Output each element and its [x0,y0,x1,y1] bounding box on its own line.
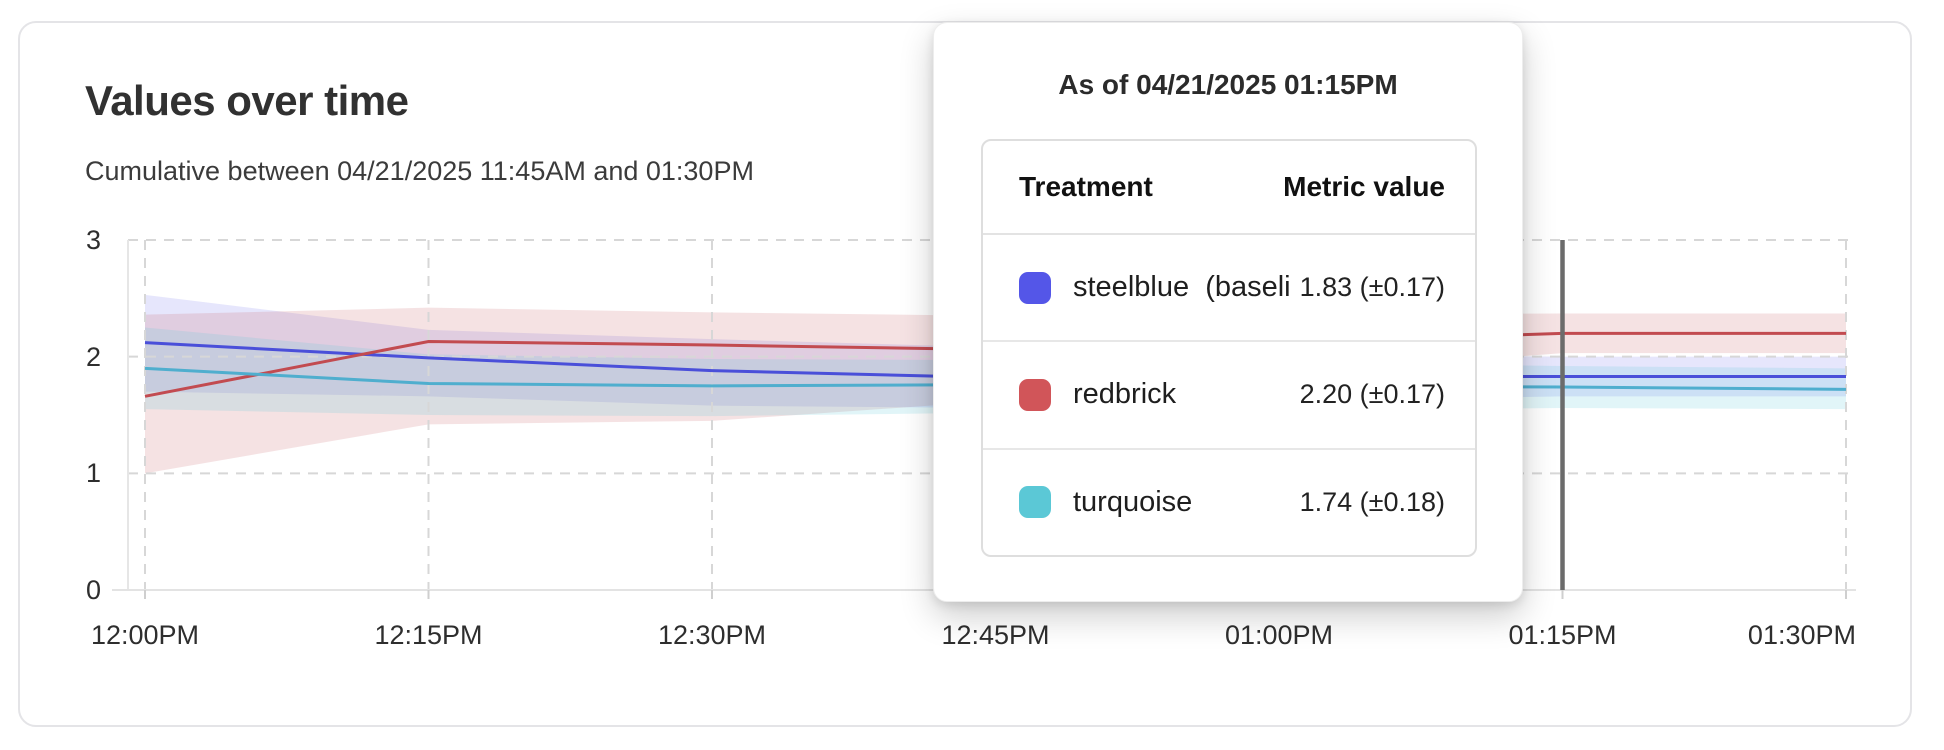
x-tick-label: 01:00PM [1224,620,1334,650]
page-title: Values over time [85,77,409,124]
x-tick-label: 12:15PM [374,620,483,650]
table-row: steelblue (baseli 1.83 (±0.17) [983,235,1475,343]
tooltip-title: As of 04/21/2025 01:15PM [1058,69,1398,100]
tooltip-table-header: Treatment Metric value [983,141,1475,235]
y-tick-label: 2 [85,341,101,372]
series-label: turquoise [1073,485,1193,518]
x-tick-label: 12:00PM [90,620,200,650]
series-metric-value: 2.20 (±0.17) [1299,379,1445,410]
table-row: turquoise 1.74 (±0.18) [983,450,1475,555]
tooltip-table: Treatment Metric value steelblue (baseli… [981,139,1477,557]
series-metric-value: 1.83 (±0.17) [1299,272,1445,303]
series-label: steelblue (baseli [1073,271,1291,304]
column-header-treatment: Treatment [1019,171,1153,202]
x-tick-label: 01:30PM [1747,620,1856,650]
series-metric-value: 1.74 (±0.18) [1299,486,1445,517]
series-swatch-steelblue [1019,271,1051,304]
y-tick-label: 0 [85,575,101,605]
column-header-metric-value: Metric value [1283,171,1445,202]
x-tick-label: 12:30PM [657,620,767,650]
x-tick-label: 01:15PM [1508,620,1617,650]
chart-subtitle: Cumulative between 04/21/2025 11:45AM an… [85,156,754,186]
table-row: redbrick 2.20 (±0.17) [983,342,1475,450]
y-tick-label: 3 [85,225,101,255]
x-tick-label: 12:45PM [941,620,1050,650]
chart-tooltip: As of 04/21/2025 01:15PM Treatment Metri… [933,22,1523,602]
series-swatch-turquoise [1019,486,1051,519]
series-swatch-redbrick [1019,378,1051,411]
series-label: redbrick [1073,378,1177,411]
y-tick-label: 1 [85,458,101,489]
